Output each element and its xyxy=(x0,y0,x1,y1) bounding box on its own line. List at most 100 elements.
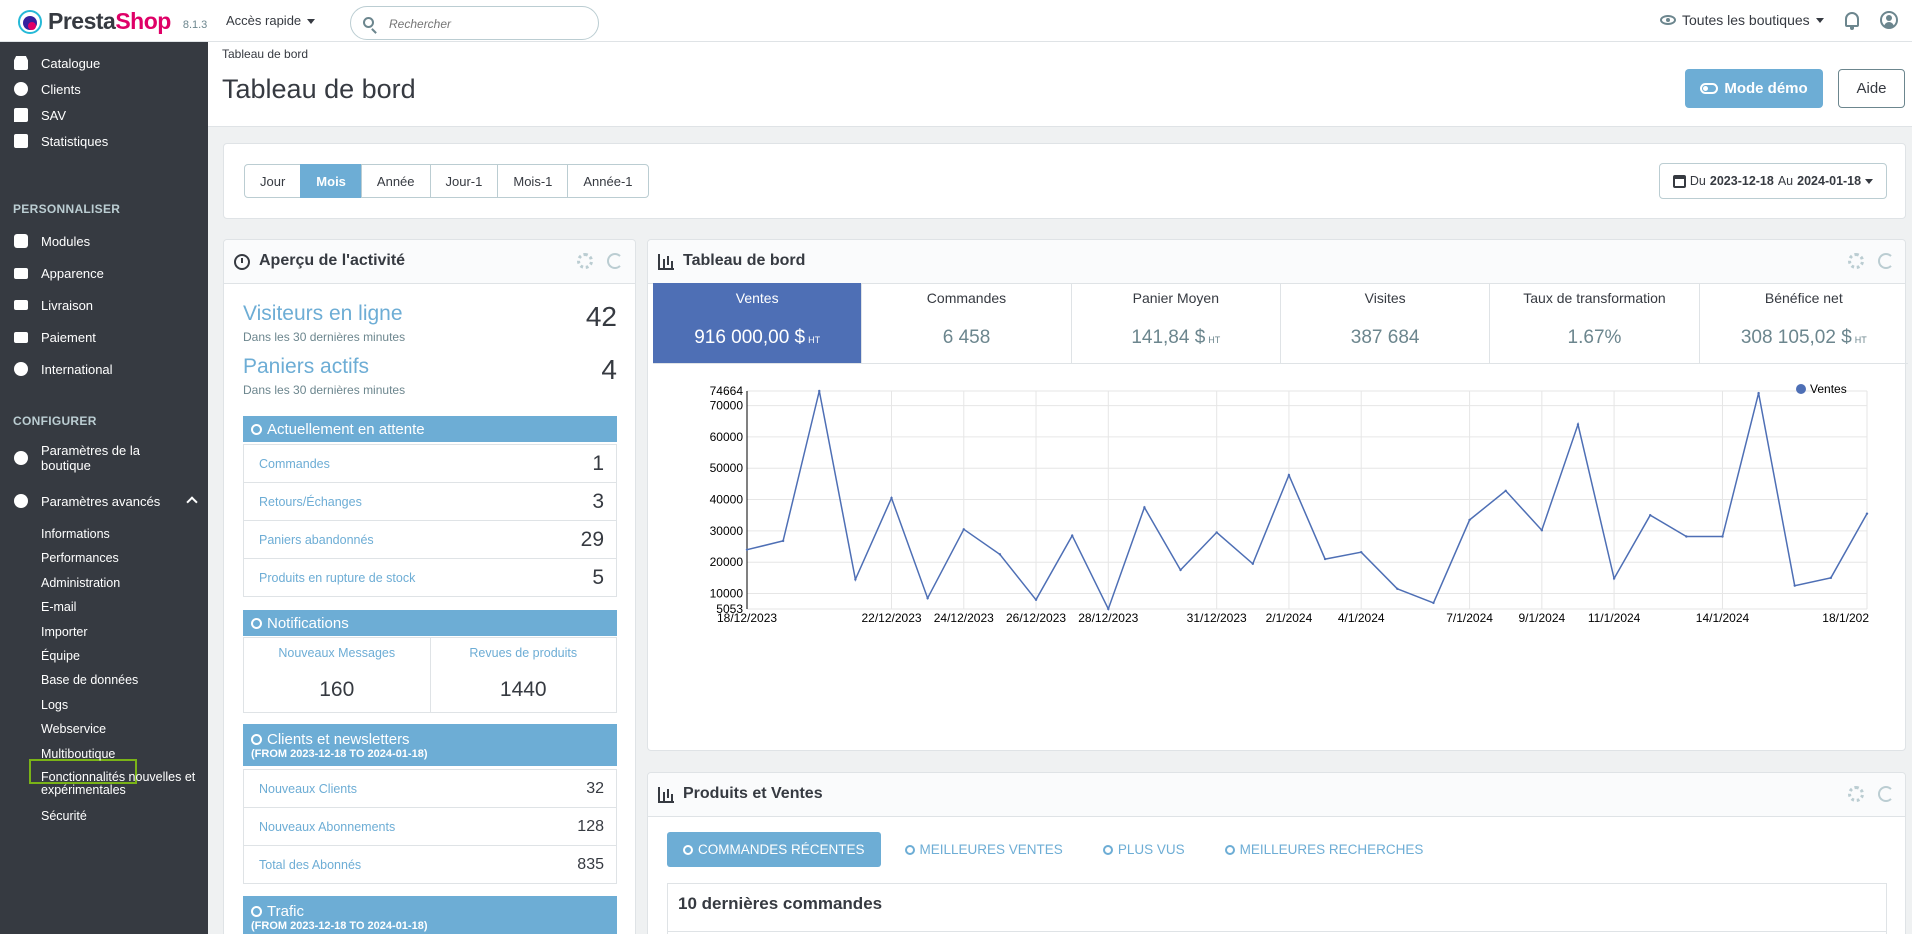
sidebar-item-apparence[interactable]: Apparence xyxy=(0,260,208,286)
period-month-button[interactable]: Mois xyxy=(300,164,362,198)
sidebar-sub-webservice[interactable]: Webservice xyxy=(41,722,107,736)
prestashop-logo[interactable]: PrestaShop 8.1.3 xyxy=(18,8,207,35)
active-carts-label[interactable]: Paniers actifs xyxy=(243,355,370,378)
data-point xyxy=(1287,473,1291,477)
period-button-group: Jour Mois Année Jour-1 Mois-1 Année-1 xyxy=(244,164,649,198)
sidebar-item-livraison[interactable]: Livraison xyxy=(0,292,208,318)
data-point xyxy=(890,496,893,500)
list-item[interactable]: Produits en rupture de stock 5 xyxy=(244,558,616,596)
kpi-sales[interactable]: Ventes 916 000,00 $ HT xyxy=(653,283,862,363)
page-title: Tableau de bord xyxy=(222,74,416,104)
period-year-button[interactable]: Année xyxy=(360,164,431,198)
data-point xyxy=(1215,531,1218,534)
user-account-icon[interactable] xyxy=(1880,11,1898,29)
tab-top-searches[interactable]: MEILLEURES RECHERCHES xyxy=(1209,832,1440,867)
sidebar-sub-database[interactable]: Base de données xyxy=(41,673,139,687)
kpi-average-cart[interactable]: Panier Moyen 141,84 $ HT xyxy=(1070,283,1280,363)
sidebar-item-advanced-params[interactable]: Paramètres avancés xyxy=(0,488,208,514)
abandoned-carts-value: 29 xyxy=(580,527,604,551)
gear-icon[interactable] xyxy=(1848,786,1864,802)
list-item[interactable]: Paniers abandonnés 29 xyxy=(244,520,616,558)
list-item[interactable]: Retours/Échanges 3 xyxy=(244,482,616,520)
list-item[interactable]: Total des Abonnés 835 xyxy=(244,845,616,883)
data-point xyxy=(998,553,1002,556)
sidebar-sub-importer[interactable]: Importer xyxy=(41,625,88,639)
demo-mode-button[interactable]: Mode démo xyxy=(1685,69,1823,108)
list-item[interactable]: Nouveaux Clients 32 xyxy=(244,769,616,807)
period-prev-year-button[interactable]: Année-1 xyxy=(567,164,649,198)
sidebar-sub-email[interactable]: E-mail xyxy=(41,600,77,614)
quick-access-dropdown[interactable]: Accès rapide xyxy=(226,13,315,28)
tab-best-sellers[interactable]: MEILLEURES VENTES xyxy=(889,832,1079,867)
tab-best-sellers-label: MEILLEURES VENTES xyxy=(919,842,1063,857)
y-tick-label: 60000 xyxy=(710,430,744,444)
data-point xyxy=(1251,562,1255,565)
kpi-conversion-rate[interactable]: Taux de transformation 1.67% xyxy=(1489,283,1698,363)
logo-shop: Shop xyxy=(115,8,171,34)
data-point xyxy=(1034,598,1038,601)
date-range-picker[interactable]: Du 2023-12-18 Au 2024-01-18 xyxy=(1659,163,1887,199)
gear-icon[interactable] xyxy=(577,253,593,269)
pending-returns-label: Retours/Échanges xyxy=(259,494,362,509)
product-reviews-cell[interactable]: Revues de produits 1440 xyxy=(429,638,617,712)
kpi-sales-value: 916 000,00 $ xyxy=(694,327,806,348)
new-messages-cell[interactable]: Nouveaux Messages 160 xyxy=(244,638,430,712)
sidebar-item-statistiques[interactable]: Statistiques xyxy=(0,128,208,154)
gear-icon[interactable] xyxy=(1848,253,1864,269)
sidebar-sub-informations[interactable]: Informations xyxy=(41,527,110,541)
x-tick-label: 18/12/2023 xyxy=(717,611,777,625)
sidebar-item-modules[interactable]: Modules xyxy=(0,228,208,254)
new-subscriptions-value: 128 xyxy=(577,817,604,835)
kpi-orders[interactable]: Commandes 6 458 xyxy=(861,283,1070,363)
list-item[interactable]: Commandes 1 xyxy=(244,444,616,482)
sidebar-item-international[interactable]: International xyxy=(0,356,208,382)
refresh-icon[interactable] xyxy=(1878,786,1894,802)
y-tick-label: 5053 xyxy=(716,602,743,616)
sidebar-item-catalogue[interactable]: Catalogue xyxy=(0,50,208,76)
shop-selector[interactable]: Toutes les boutiques xyxy=(1660,12,1824,28)
refresh-icon[interactable] xyxy=(1878,253,1894,269)
tab-recent-orders[interactable]: COMMANDES RÉCENTES xyxy=(667,832,881,867)
version-label: 8.1.3 xyxy=(182,18,208,31)
sidebar-item-clients[interactable]: Clients xyxy=(0,76,208,102)
period-prev-month-button[interactable]: Mois-1 xyxy=(497,164,569,198)
kpi-average-cart-value: 141,84 $ xyxy=(1131,327,1206,348)
period-prev-day-button[interactable]: Jour-1 xyxy=(429,164,499,198)
help-button[interactable]: Aide xyxy=(1838,69,1905,108)
list-item[interactable]: Nouveaux Abonnements 128 xyxy=(244,807,616,845)
products-tabs: COMMANDES RÉCENTES MEILLEURES VENTES PLU… xyxy=(667,832,1439,867)
visitors-online-label[interactable]: Visiteurs en ligne xyxy=(243,302,403,325)
sidebar-item-sav[interactable]: SAV xyxy=(0,102,208,128)
dashboard-panel-header: Tableau de bord xyxy=(648,240,1905,284)
sidebar-sub-performances[interactable]: Performances xyxy=(41,551,119,565)
sidebar-item-paiement[interactable]: Paiement xyxy=(0,324,208,350)
kpi-net-profit[interactable]: Bénéfice net 308 105,02 $ HT xyxy=(1698,283,1908,363)
search-box[interactable] xyxy=(350,6,599,40)
store-icon xyxy=(14,56,28,70)
kpi-orders-value: 6 458 xyxy=(942,327,991,348)
customers-list: Nouveaux Clients 32 Nouveaux Abonnements 1… xyxy=(243,769,617,884)
kpi-net-profit-value: 308 105,02 $ xyxy=(1740,327,1852,348)
data-point xyxy=(1793,584,1796,587)
sidebar-sub-multiboutique[interactable]: Multiboutique xyxy=(41,747,116,761)
tab-most-viewed-label: PLUS VUS xyxy=(1117,842,1185,857)
sidebar-sub-equipe[interactable]: Équipe xyxy=(41,649,80,663)
sidebar-sub-new-features[interactable]: Fonctionnalités nouvelles et expérimenta… xyxy=(41,770,196,797)
kpi-visits[interactable]: Visites 387 684 xyxy=(1279,283,1489,363)
tab-most-viewed[interactable]: PLUS VUS xyxy=(1087,832,1201,867)
data-point xyxy=(1107,607,1110,611)
breadcrumb[interactable]: Tableau de bord xyxy=(222,47,309,61)
credit-card-icon xyxy=(14,331,28,343)
sidebar-item-shop-params[interactable]: Paramètres de la boutique xyxy=(0,440,208,476)
refresh-icon[interactable] xyxy=(607,253,623,269)
period-day-button[interactable]: Jour xyxy=(244,164,302,198)
sidebar-sub-securite[interactable]: Sécurité xyxy=(41,809,87,823)
sidebar-sub-administration[interactable]: Administration xyxy=(41,576,121,590)
caret-down-icon xyxy=(1865,178,1874,184)
sidebar-sub-logs[interactable]: Logs xyxy=(41,698,69,712)
settings-icon xyxy=(14,494,28,508)
search-input[interactable] xyxy=(389,14,589,34)
top-bar: PrestaShop 8.1.3 Accès rapide Toutes les… xyxy=(0,0,1912,42)
caret-down-icon xyxy=(1815,17,1824,23)
bell-icon[interactable] xyxy=(1845,12,1859,30)
